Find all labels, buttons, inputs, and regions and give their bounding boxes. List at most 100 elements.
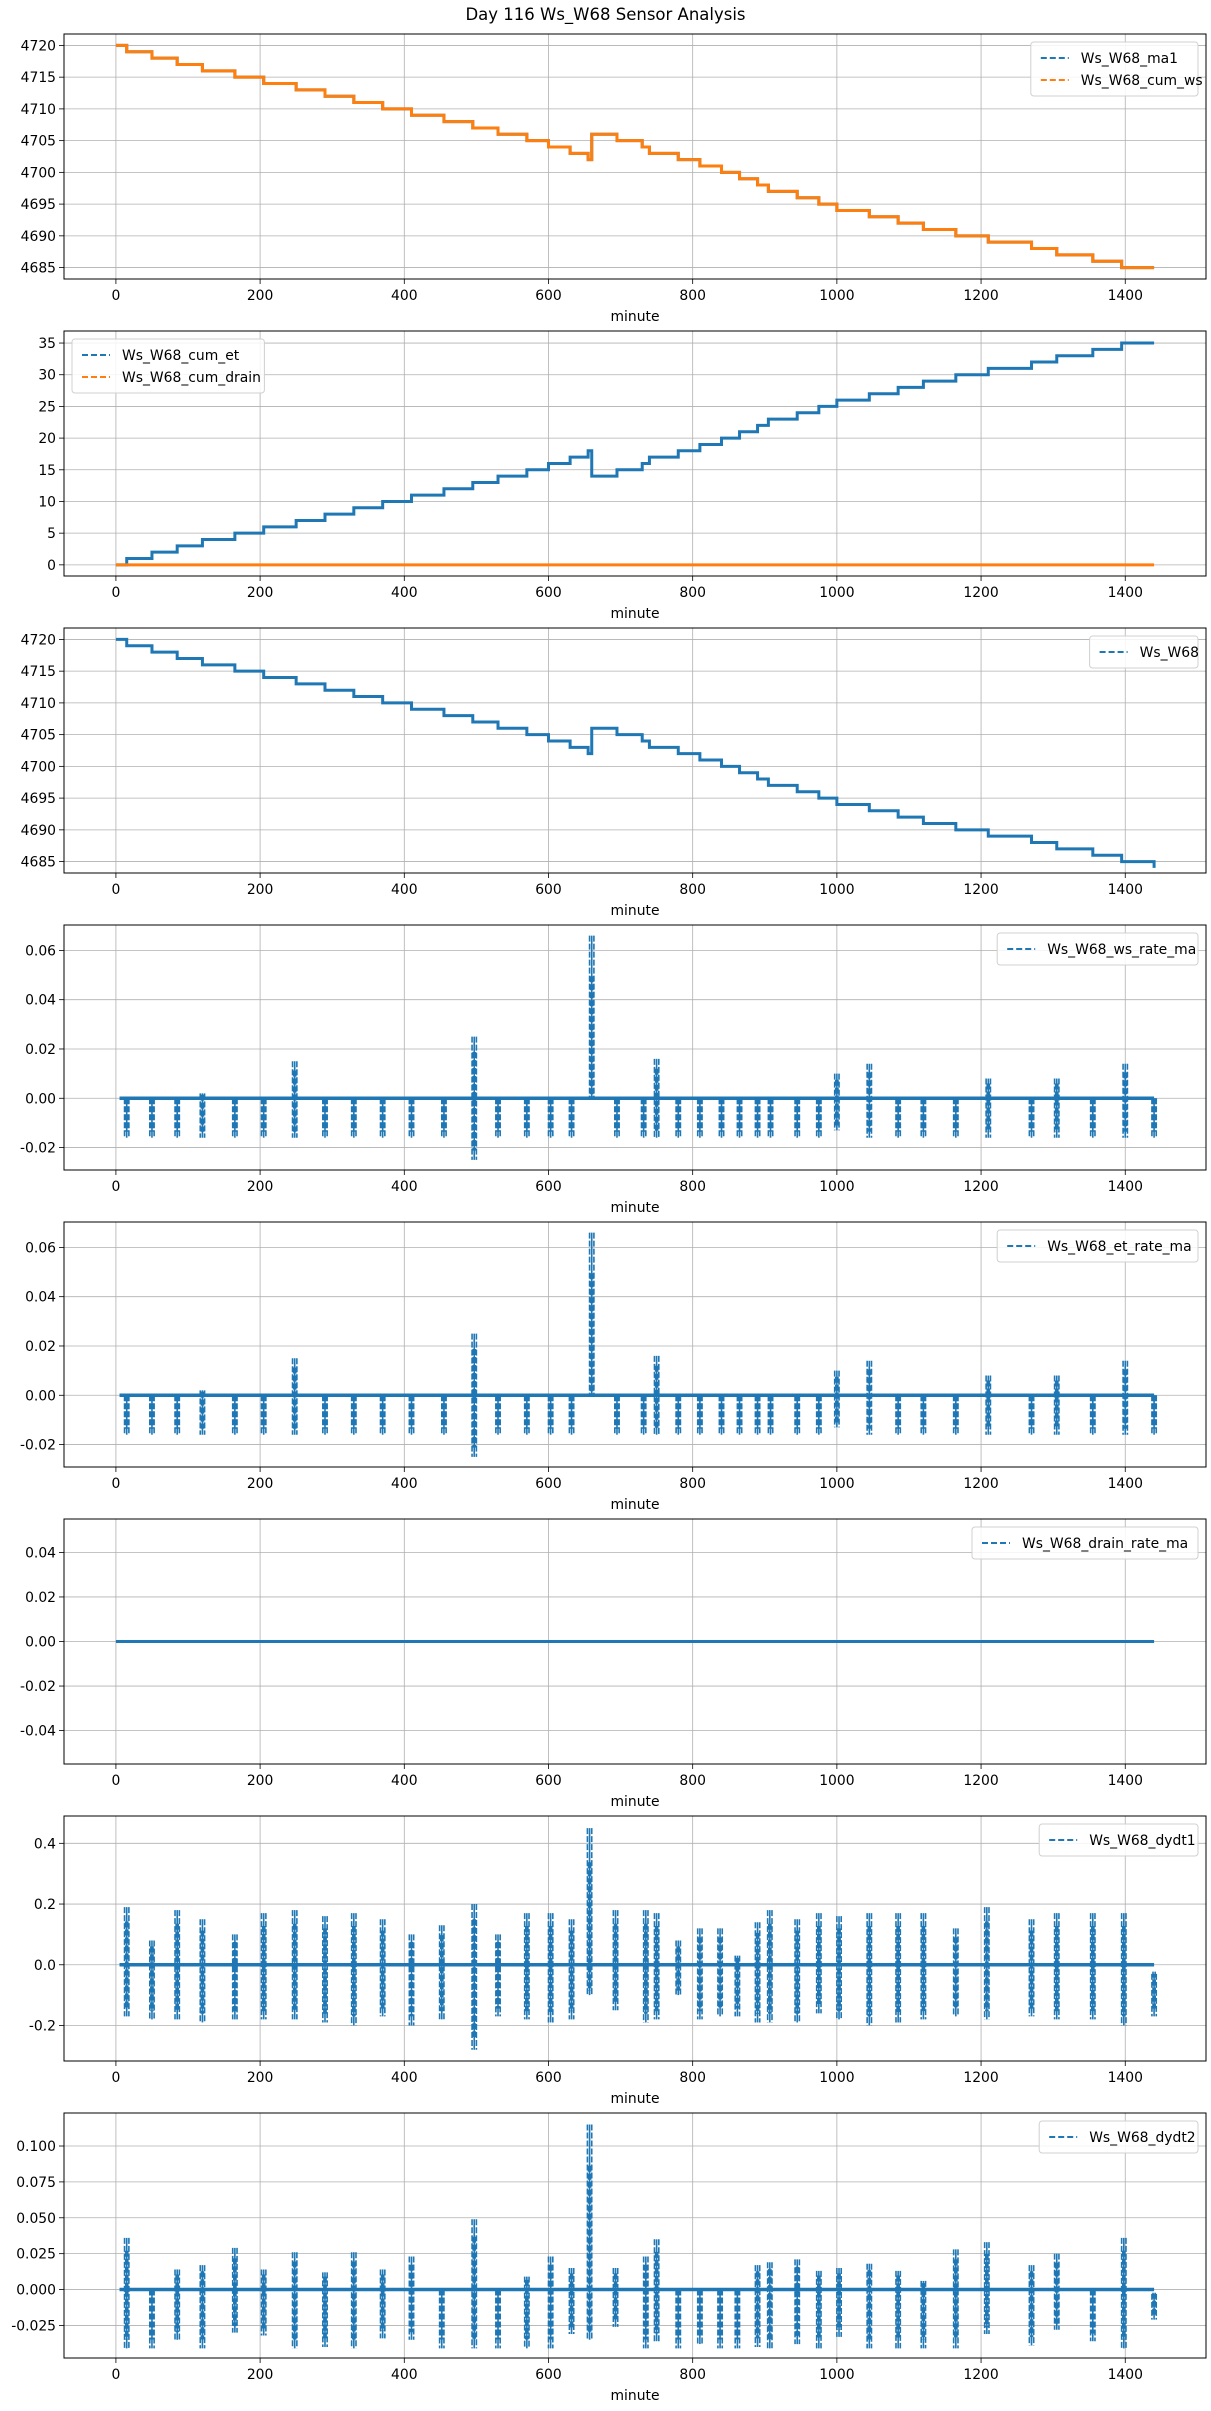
burst-mark bbox=[1089, 1098, 1096, 1138]
x-tick-label: 1200 bbox=[963, 1179, 998, 1195]
burst-mark bbox=[1151, 1395, 1158, 1435]
legend-box bbox=[971, 1526, 1199, 1560]
x-tick-label: 200 bbox=[247, 585, 274, 601]
burst-mark bbox=[983, 1907, 990, 2020]
burst-mark bbox=[734, 2289, 741, 2349]
y-tick-label: 0.050 bbox=[16, 2211, 56, 2227]
burst-mark bbox=[568, 2268, 575, 2335]
legend: Ws_W68_ws_rate_ma bbox=[996, 932, 1199, 966]
x-tick-label: 0 bbox=[111, 1476, 120, 1492]
burst-mark bbox=[952, 2249, 959, 2349]
x-tick-label: 800 bbox=[679, 288, 706, 304]
x-tick-label: 0 bbox=[111, 585, 120, 601]
x-tick-label: 800 bbox=[679, 585, 706, 601]
legend-label: Ws_W68_dydt2 bbox=[1089, 2130, 1195, 2146]
x-axis-label: minute bbox=[611, 1497, 660, 1513]
y-tick-label: -0.02 bbox=[20, 1141, 56, 1157]
axes-frame bbox=[63, 33, 1207, 280]
burst-mark bbox=[1028, 1395, 1035, 1435]
legend-label: Ws_W68_et_rate_ma bbox=[1047, 1239, 1191, 1255]
y-tick-label: 0.04 bbox=[25, 1545, 56, 1561]
y-tick-label: 35 bbox=[38, 336, 56, 352]
burst-mark bbox=[614, 1395, 620, 1435]
burst-mark bbox=[123, 1907, 130, 2017]
burst-mark bbox=[675, 1940, 682, 1996]
burst-mark bbox=[1028, 1919, 1035, 2017]
y-tick-label: 4710 bbox=[21, 102, 56, 118]
burst-mark bbox=[833, 1370, 840, 1428]
x-tick-label: 1400 bbox=[1108, 2070, 1143, 2086]
subplot-8: 0 200 400 600 800 1000 1200 1400 -0.025 0.000 0.02… bbox=[11, 2112, 1207, 2404]
burst-mark bbox=[696, 2289, 703, 2345]
y-tick-label: 0.025 bbox=[16, 2247, 56, 2263]
burst-mark bbox=[920, 1098, 927, 1138]
x-tick-label: 800 bbox=[679, 2367, 706, 2383]
y-tick-label: 0.000 bbox=[16, 2283, 56, 2299]
x-tick-label: 1400 bbox=[1108, 288, 1143, 304]
axes-frame bbox=[63, 2112, 1207, 2359]
legend: Ws_W68_et_rate_ma bbox=[996, 1229, 1199, 1263]
burst-mark bbox=[1122, 1063, 1129, 1138]
x-tick-label: 400 bbox=[391, 1476, 418, 1492]
burst-mark bbox=[1120, 2237, 1127, 2349]
series-line-Ws_W68_ma1 bbox=[115, 43, 1155, 270]
burst-mark bbox=[920, 1913, 927, 2020]
x-tick-label: 400 bbox=[391, 1179, 418, 1195]
x-tick-label: 1200 bbox=[963, 1773, 998, 1789]
x-tick-label: 1400 bbox=[1108, 585, 1143, 601]
y-tick-label: 4710 bbox=[21, 696, 56, 712]
burst-mark bbox=[568, 1098, 575, 1138]
burst-mark bbox=[696, 1098, 703, 1138]
burst-mark bbox=[231, 2247, 238, 2333]
y-tick-label: 0.075 bbox=[16, 2175, 56, 2191]
x-tick-label: 1000 bbox=[819, 585, 854, 601]
y-tick-label: -0.04 bbox=[20, 1724, 56, 1740]
burst-mark bbox=[766, 2262, 773, 2349]
plot-area bbox=[119, 935, 1158, 1160]
x-tick-label: 800 bbox=[679, 1773, 706, 1789]
x-tick-label: 600 bbox=[535, 288, 562, 304]
burst-mark bbox=[1053, 2253, 1060, 2330]
burst-mark bbox=[495, 2289, 501, 2349]
burst-mark bbox=[696, 1395, 703, 1435]
x-axis-label: minute bbox=[611, 606, 660, 622]
y-tick-label: 30 bbox=[38, 368, 56, 384]
burst-mark bbox=[718, 1098, 725, 1138]
x-tick-label: 0 bbox=[111, 1179, 120, 1195]
burst-mark bbox=[1151, 2292, 1158, 2320]
y-tick-label: 20 bbox=[38, 431, 56, 447]
burst-mark bbox=[895, 1395, 902, 1435]
burst-mark bbox=[148, 2289, 155, 2349]
burst-mark bbox=[794, 1098, 801, 1138]
burst-mark bbox=[568, 1919, 575, 2020]
axes-frame bbox=[63, 924, 1207, 1171]
y-tick-label: -0.02 bbox=[20, 1438, 56, 1454]
burst-mark bbox=[350, 2252, 357, 2349]
x-tick-label: 600 bbox=[535, 585, 562, 601]
x-axis-label: minute bbox=[611, 2091, 660, 2107]
y-tick-label: 4700 bbox=[21, 165, 56, 181]
burst-mark bbox=[754, 2265, 761, 2347]
burst-mark bbox=[440, 1395, 447, 1435]
y-tick-label: 0.00 bbox=[25, 1635, 56, 1651]
burst-mark bbox=[350, 1395, 357, 1435]
plot-area bbox=[115, 43, 1155, 270]
x-tick-label: 1200 bbox=[963, 2367, 998, 2383]
burst-mark bbox=[588, 935, 595, 1099]
burst-mark bbox=[199, 1093, 206, 1138]
burst-mark bbox=[199, 1390, 206, 1435]
burst-mark bbox=[614, 1098, 620, 1138]
plot-area bbox=[119, 1828, 1158, 2050]
burst-mark bbox=[895, 2270, 902, 2349]
burst-mark bbox=[586, 2124, 593, 2340]
burst-mark bbox=[866, 1913, 873, 2026]
x-tick-label: 600 bbox=[535, 1179, 562, 1195]
burst-mark bbox=[291, 1910, 298, 2020]
burst-mark bbox=[148, 1395, 155, 1435]
y-tick-label: 0.00 bbox=[25, 1091, 56, 1107]
x-tick-label: 1000 bbox=[819, 288, 854, 304]
burst-mark bbox=[588, 1232, 595, 1396]
burst-mark bbox=[983, 2242, 990, 2335]
burst-mark bbox=[291, 1358, 298, 1435]
